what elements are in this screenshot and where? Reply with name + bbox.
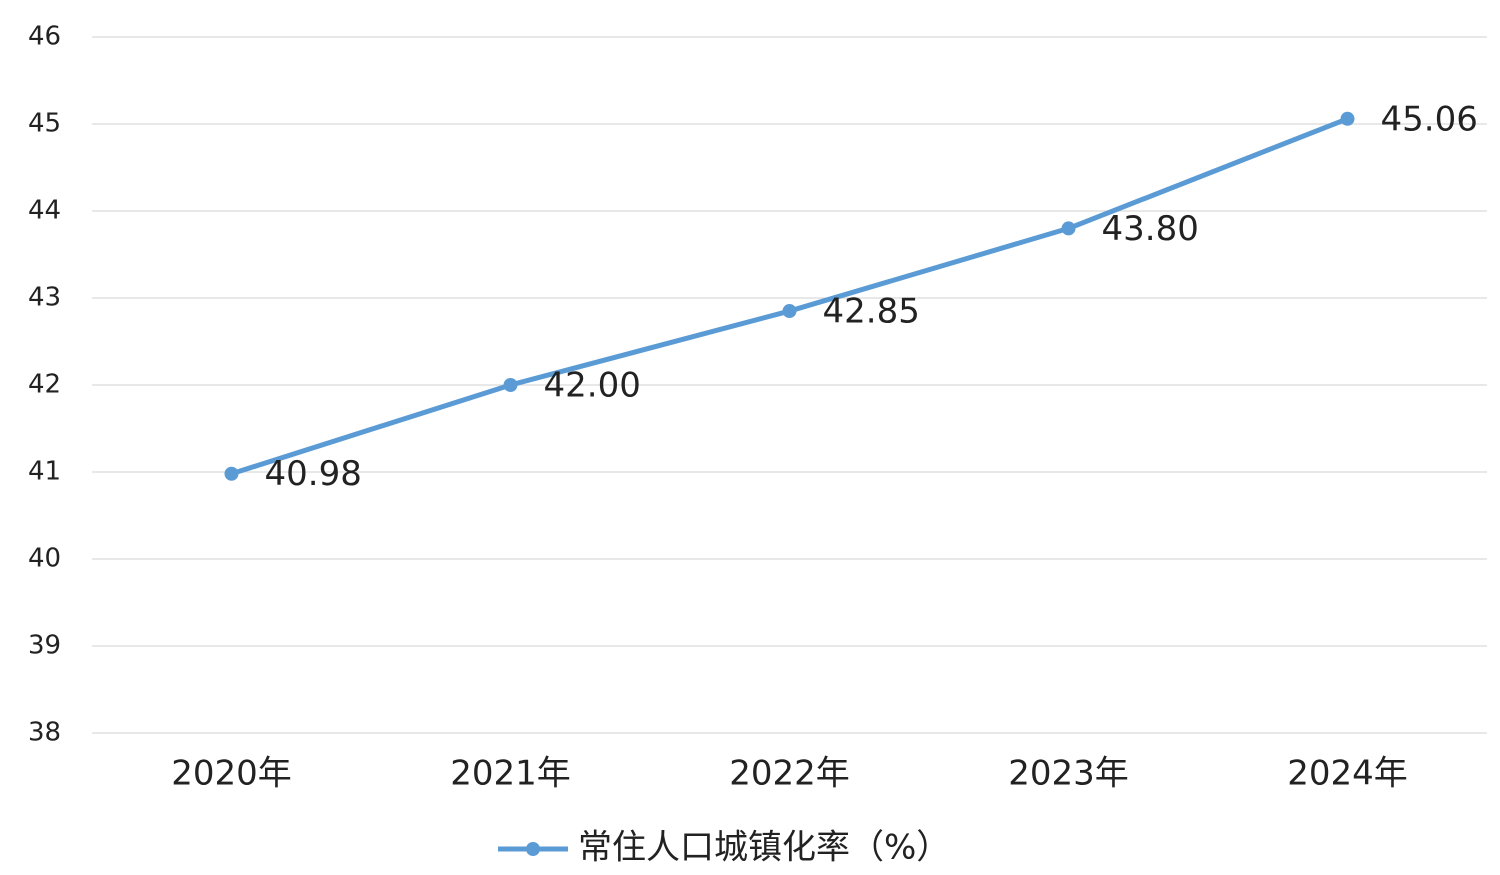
point [1340,111,1355,126]
y-tick-label: 38 [28,718,61,748]
y-tick-label: 41 [28,457,61,487]
x-tick-label: 2023年 [1008,754,1129,794]
point [224,466,239,481]
y-tick-label: 39 [28,631,61,661]
y-tick-label: 42 [28,370,61,400]
line [230,116,1349,477]
legend-marker [526,842,540,856]
point [1061,221,1076,236]
y-tick-label: 43 [28,283,61,313]
legend-label: 常住人口城镇化率（%） [578,828,950,868]
x-tick-label: 2024年 [1287,754,1408,794]
point [503,378,518,392]
y-tick-label: 46 [28,22,61,52]
data-label: 45.06 [1381,99,1478,139]
x-tick-label: 2021年 [450,754,571,794]
y-tick-label: 44 [28,196,61,226]
x-tick-label: 2020年 [171,754,292,794]
data-label: 42.00 [544,366,641,406]
y-tick-label: 45 [28,109,61,139]
data-label: 42.85 [823,292,920,332]
point [782,304,797,319]
x-tick-label: 2022年 [729,754,850,794]
data-label: 43.80 [1102,209,1199,249]
y-tick-label: 40 [28,544,61,574]
data-label: 40.98 [265,454,362,494]
